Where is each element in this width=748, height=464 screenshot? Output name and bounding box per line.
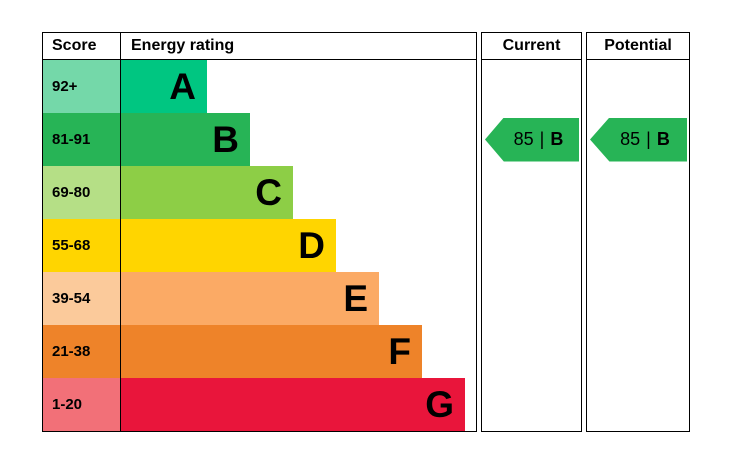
band-bar-f: F (121, 325, 422, 378)
band-letter-c: C (255, 172, 282, 213)
band-bar-a: A (121, 60, 207, 113)
current-arrow: 85 | B (485, 117, 579, 162)
potential-column: Potential 85 | B (586, 32, 690, 432)
potential-score-value: 85 (620, 129, 641, 149)
rating-table: Score Energy rating 92+ A 81-91 B 69-80 … (42, 32, 477, 432)
band-score-range: 39-54 (43, 272, 121, 325)
band-rows: 92+ A 81-91 B 69-80 C 55-68 D 39-54 E 21… (43, 60, 476, 431)
band-bar-e: E (121, 272, 379, 325)
band-row-g: 1-20 G (43, 378, 476, 431)
band-row-d: 55-68 D (43, 219, 476, 272)
current-score-value: 85 (513, 129, 534, 149)
band-bar-g: G (121, 378, 465, 431)
potential-column-header: Potential (587, 33, 689, 60)
band-row-f: 21-38 F (43, 325, 476, 378)
current-separator: | (539, 129, 545, 149)
band-row-e: 39-54 E (43, 272, 476, 325)
band-row-a: 92+ A (43, 60, 476, 113)
band-letter-b: B (212, 119, 239, 160)
band-row-b: 81-91 B (43, 113, 476, 166)
band-letter-g: G (425, 384, 454, 425)
band-score-range: 69-80 (43, 166, 121, 219)
table-header-row: Score Energy rating (43, 33, 476, 60)
potential-band-letter: B (656, 129, 670, 149)
band-letter-f: F (388, 331, 411, 372)
energy-rating-column-header: Energy rating (131, 37, 235, 54)
current-column: Current 85 | B (481, 32, 582, 432)
band-score-range: 21-38 (43, 325, 121, 378)
band-bar-d: D (121, 219, 336, 272)
band-bar-c: C (121, 166, 293, 219)
band-score-range: 81-91 (43, 113, 121, 166)
potential-separator: | (646, 129, 651, 149)
potential-arrow: 85 | B (590, 117, 687, 162)
band-letter-d: D (298, 225, 325, 266)
band-score-range: 55-68 (43, 219, 121, 272)
band-letter-a: A (169, 66, 196, 107)
band-row-c: 69-80 C (43, 166, 476, 219)
band-letter-e: E (343, 278, 368, 319)
band-bar-b: B (121, 113, 250, 166)
current-column-header: Current (482, 33, 581, 60)
current-band-letter: B (550, 129, 564, 149)
band-score-range: 92+ (43, 60, 121, 113)
score-column-header: Score (43, 33, 121, 59)
band-score-range: 1-20 (43, 378, 121, 431)
